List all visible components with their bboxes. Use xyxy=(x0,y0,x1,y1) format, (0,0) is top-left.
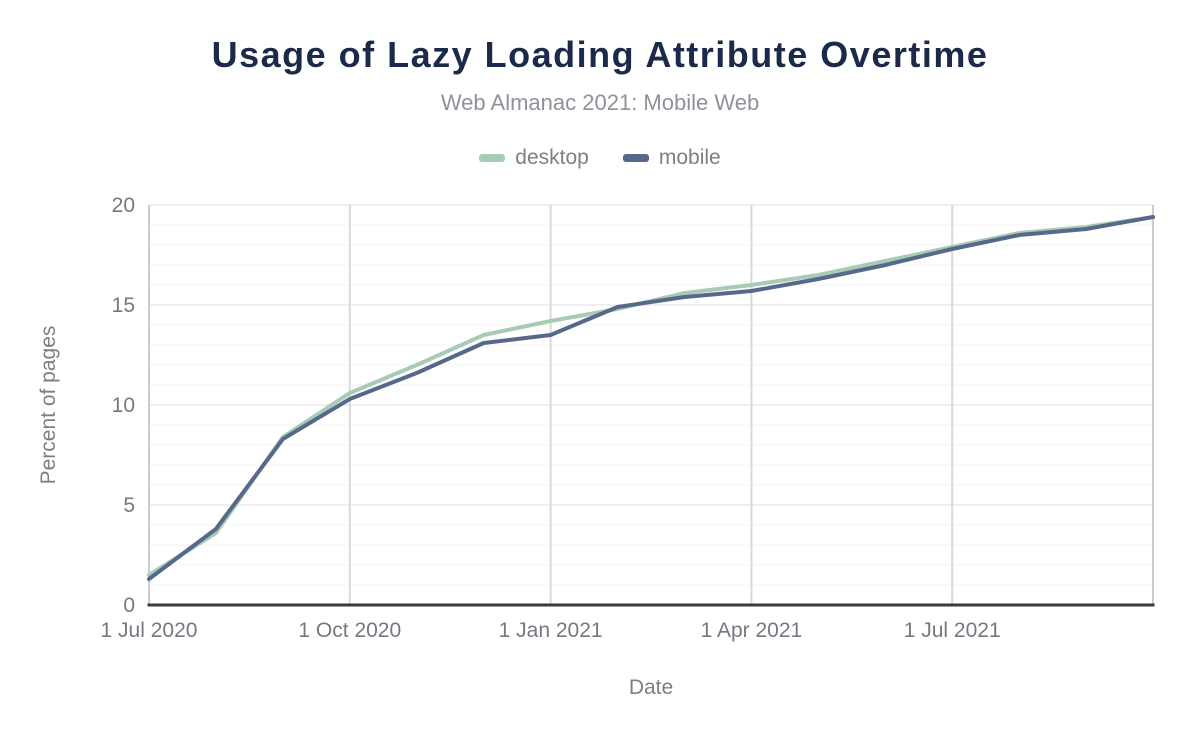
major-gridlines xyxy=(149,204,1153,506)
y-tick-0: 0 xyxy=(123,594,135,617)
x-tick-1-jul-2020: 1 Jul 2020 xyxy=(101,619,198,642)
legend-item-desktop[interactable]: desktop xyxy=(479,146,589,170)
legend-label-mobile: mobile xyxy=(658,146,721,169)
vertical-gridlines xyxy=(348,205,954,605)
legend-label-desktop: desktop xyxy=(515,146,589,169)
y-axis-tick-labels: 0 5 10 15 20 xyxy=(112,194,135,617)
legend-item-mobile[interactable]: mobile xyxy=(622,146,721,170)
x-tick-1-apr-2021: 1 Apr 2021 xyxy=(701,619,803,642)
legend: desktop mobile xyxy=(0,146,1200,170)
chart-subtitle: Web Almanac 2021: Mobile Web xyxy=(440,90,760,115)
y-tick-5: 5 xyxy=(123,494,135,517)
data-series-lines xyxy=(147,215,1155,581)
desktop-series-line[interactable] xyxy=(147,215,1155,577)
desktop-series-swatch xyxy=(479,154,506,162)
y-tick-15: 15 xyxy=(112,294,135,317)
x-axis-title: Date xyxy=(628,676,674,699)
minor-gridlines xyxy=(149,224,1153,586)
y-tick-10: 10 xyxy=(112,394,135,417)
axis-edge-lines xyxy=(148,205,1154,605)
y-tick-20: 20 xyxy=(112,194,135,217)
mobile-series-line[interactable] xyxy=(147,215,1155,581)
x-tick-1-oct-2020: 1 Oct 2020 xyxy=(298,619,401,642)
mobile-series-swatch xyxy=(622,154,649,162)
x-tick-1-jul-2021: 1 Jul 2021 xyxy=(904,619,1001,642)
x-tick-1-jan-2021: 1 Jan 2021 xyxy=(499,619,603,642)
x-axis-tick-labels: 1 Jul 2020 1 Oct 2020 1 Jan 2021 1 Apr 2021… xyxy=(101,619,1001,642)
chart-title: Usage of Lazy Loading Attribute Overtime xyxy=(211,34,989,75)
